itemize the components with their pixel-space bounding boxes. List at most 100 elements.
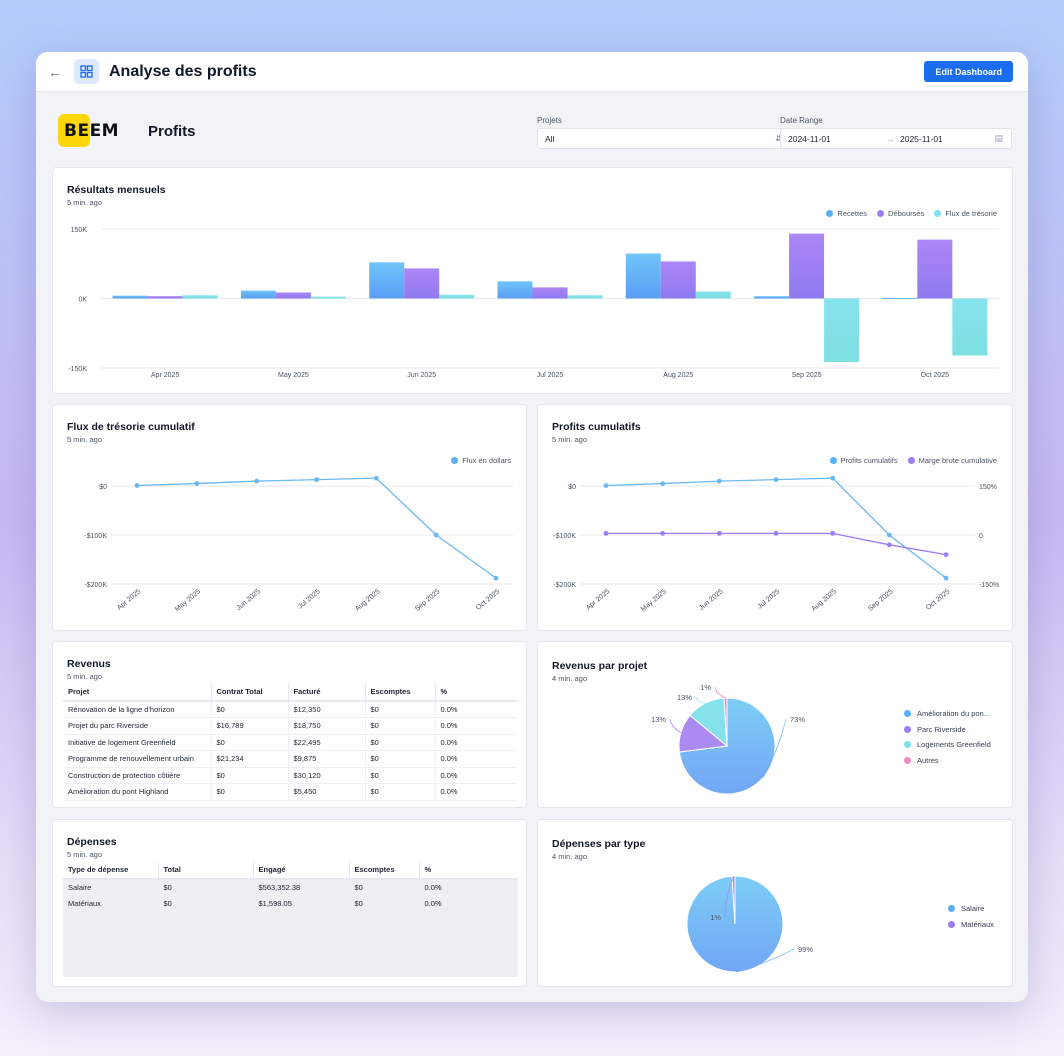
card-title: Dépenses <box>67 836 117 848</box>
depenses-table: Type de dépense Total Engagé Escomptes% Sal… <box>63 861 518 913</box>
edit-dashboard-button[interactable]: Edit Dashboard <box>924 61 1013 82</box>
data-point <box>660 530 666 536</box>
table-row[interactable]: Initiative de logement Greenfield $0 $22,4… <box>63 734 517 751</box>
table-cell: $0 <box>158 879 254 896</box>
table-cell: $0 <box>211 783 289 801</box>
bar-flux-de-tr-sorie <box>439 294 475 299</box>
table-cell: $0 <box>365 717 436 735</box>
back-arrow-icon[interactable]: ← <box>48 63 62 80</box>
column-header[interactable]: Contrat Total <box>211 683 289 702</box>
card-timestamp: 4 min. ago <box>552 674 588 683</box>
legend-item[interactable]: Logements Greenfield <box>904 737 991 753</box>
x-tick-label: Apr 2025 <box>151 372 180 379</box>
x-tick-label: Oct 2025 <box>921 372 950 379</box>
pie-legend: Amélioration du pon... Parc Riverside Lo… <box>904 706 991 768</box>
table-row[interactable]: Construction de protection côtière $0 $30,… <box>63 767 517 784</box>
date-end[interactable]: 2025-11-01 <box>900 133 943 144</box>
table-cell: $30,120 <box>288 767 366 784</box>
table-cell: Amélioration du pont Highland <box>63 783 212 801</box>
data-point <box>493 575 499 581</box>
table-cell: $563,352.38 <box>253 879 350 896</box>
card-timestamp: 5 min. ago <box>67 850 103 859</box>
card-title: Profits cumulatifs <box>552 421 641 433</box>
cumulative-profits-card: Profits cumulatifs 5 min. ago Profits cu… <box>537 404 1013 631</box>
card-timestamp: 5 min. ago <box>67 435 103 444</box>
table-cell: Programme de renouvellement urbain <box>63 750 212 768</box>
table-row[interactable]: Matériaux $0 $1,598.05 $0 0.0% <box>63 895 518 913</box>
table-cell: $0 <box>365 750 436 768</box>
table-cell: $0 <box>211 701 289 718</box>
legend-marge[interactable]: Marge brute cumulative <box>907 456 997 465</box>
legend-item[interactable]: Autres <box>904 753 991 769</box>
table-cell: Matériaux <box>63 895 159 913</box>
bar-d-bours-s <box>147 296 183 299</box>
bar-flux-de-tr-sorie <box>567 295 603 299</box>
table-row[interactable]: Programme de renouvellement urbain $21,23… <box>63 750 517 768</box>
card-timestamp: 5 min. ago <box>552 435 588 444</box>
legend-item[interactable]: Salaire <box>948 901 994 917</box>
table-cell: 0.0% <box>419 879 518 896</box>
y-right-tick-label: 0 <box>979 533 983 540</box>
column-header[interactable]: % <box>419 861 518 880</box>
pie-label-line <box>714 686 726 699</box>
bar-flux-de-tr-sorie <box>952 298 988 356</box>
date-start[interactable]: 2024-11-01 <box>788 133 831 144</box>
select-chevron-icon: ⇵ <box>775 134 782 143</box>
table-cell: 0.0% <box>435 783 517 801</box>
x-tick-label: Apr 2025 <box>116 588 142 612</box>
legend-item[interactable]: Parc Riverside <box>904 722 991 738</box>
table-row[interactable]: Amélioration du pont Highland $0 $5,450 $0 0… <box>63 783 517 801</box>
page-header: BEEM Profits Projets All ⇵ Date Range 20… <box>58 114 1012 150</box>
table-cell: 0.0% <box>435 717 517 735</box>
table-cell: 0.0% <box>435 734 517 751</box>
legend-flux[interactable]: Flux de trésorie <box>934 209 997 218</box>
y-tick-label: $0 <box>99 484 107 491</box>
projects-label: Projets <box>537 116 562 125</box>
legend-debourses[interactable]: Déboursés <box>877 209 924 218</box>
table-cell: 0.0% <box>419 895 518 913</box>
column-header[interactable]: Escomptes <box>349 861 420 880</box>
bar-recettes <box>882 298 918 300</box>
table-cell: $22,495 <box>288 734 366 751</box>
data-point <box>886 532 892 538</box>
x-tick-label: Jul 2025 <box>297 588 322 610</box>
column-header[interactable]: Type de dépense <box>63 861 159 880</box>
logo-text: BEEM <box>64 120 120 141</box>
pie-label: 13% <box>677 693 692 702</box>
legend-profits[interactable]: Profits cumulatifs <box>829 456 898 465</box>
data-point <box>373 475 379 481</box>
table-row[interactable]: Salaire $0 $563,352.38 $0 0.0% <box>63 879 518 896</box>
legend-recettes[interactable]: Recettes <box>826 209 867 218</box>
table-row[interactable]: Rénovation de la ligne d'horizon $0 $12,35… <box>63 701 517 718</box>
x-tick-label: Apr 2025 <box>585 588 611 612</box>
x-tick-label: Sep 2025 <box>867 588 895 613</box>
table-cell: Rénovation de la ligne d'horizon <box>63 701 212 718</box>
range-arrow-icon: → <box>886 133 895 144</box>
x-tick-label: Jun 2025 <box>235 588 262 612</box>
bar-recettes <box>754 296 790 299</box>
column-header[interactable]: % <box>435 683 517 702</box>
legend-item[interactable]: Matériaux <box>948 917 994 933</box>
table-cell: $0 <box>349 895 420 913</box>
column-header[interactable]: Engagé <box>253 861 350 880</box>
data-point <box>254 478 260 484</box>
app-title: Analyse des profits <box>109 62 257 80</box>
card-title: Revenus par projet <box>552 660 648 672</box>
revenus-card: Revenus 5 min. ago Projet Contrat Total Fa… <box>52 641 527 808</box>
dashboard-grid-icon <box>74 59 99 84</box>
table-cell: Construction de protection côtière <box>63 767 212 784</box>
date-range-picker[interactable]: 2024-11-01 → 2025-11-01 ▤ <box>780 128 1012 149</box>
legend-flux-dollars[interactable]: Flux en dollars <box>451 456 511 465</box>
table-row[interactable]: Projet du parc Riverside $16,789 $18,750 $0… <box>63 717 517 735</box>
column-header[interactable]: Escomptes <box>365 683 436 702</box>
table-cell: $5,450 <box>288 783 366 801</box>
legend-item[interactable]: Amélioration du pon... <box>904 706 991 722</box>
column-header[interactable]: Facturé <box>288 683 366 702</box>
x-tick-label: May 2025 <box>174 588 202 613</box>
column-header[interactable]: Projet <box>63 683 212 702</box>
x-tick-label: Aug 2025 <box>810 588 838 613</box>
table-cell: $0 <box>158 895 254 913</box>
column-header[interactable]: Total <box>158 861 254 880</box>
bar-d-bours-s <box>917 239 953 299</box>
projects-select[interactable]: All ⇵ <box>537 128 790 149</box>
